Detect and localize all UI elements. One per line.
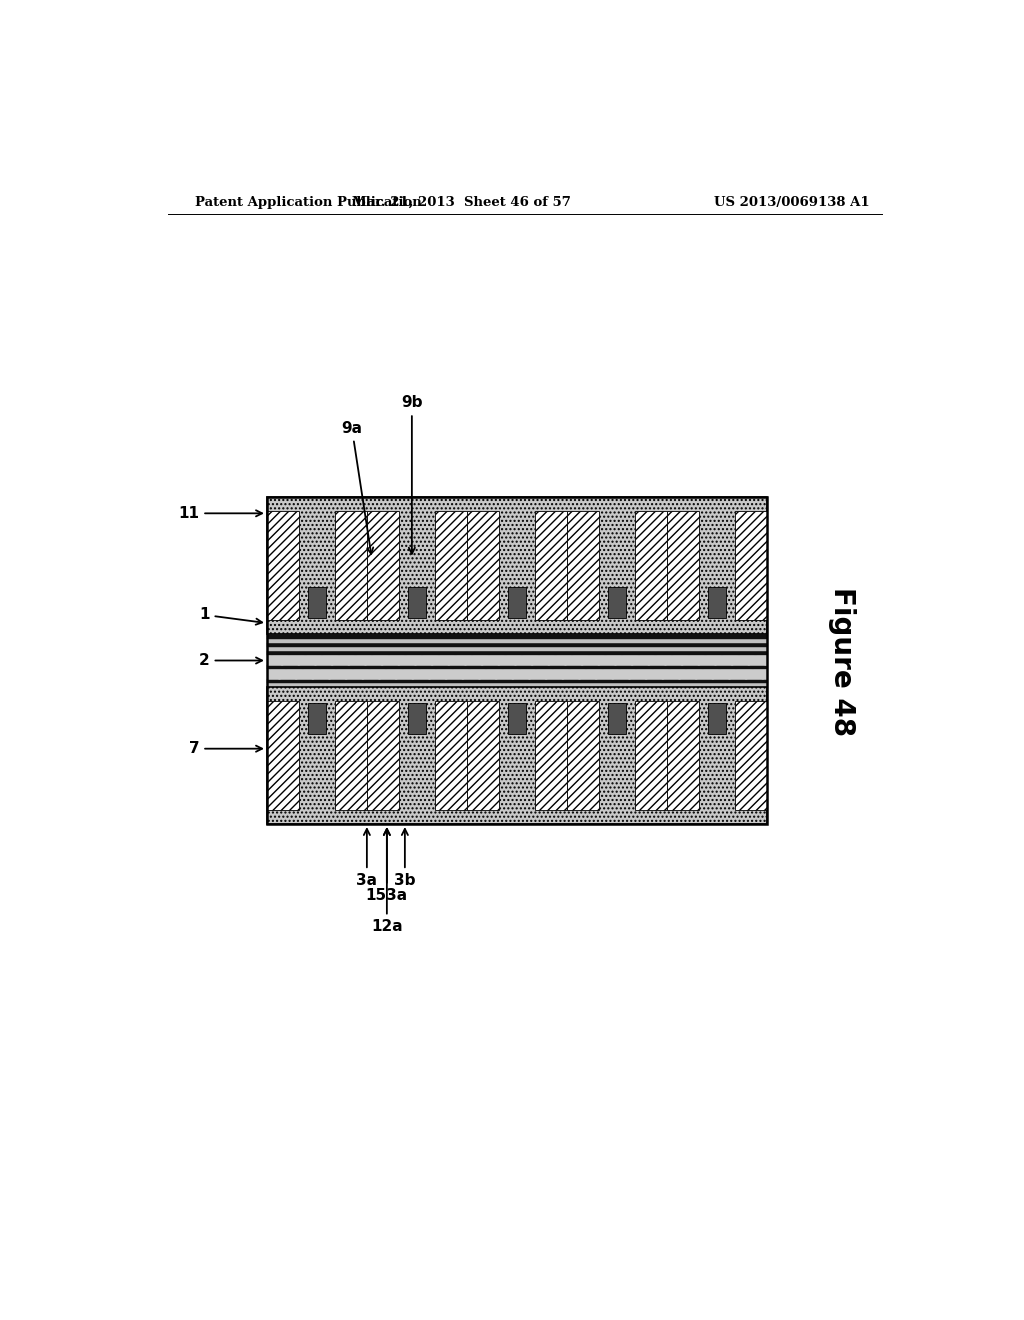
Text: 3b: 3b <box>394 829 416 888</box>
Bar <box>567 511 599 620</box>
Bar <box>267 684 767 686</box>
Text: US 2013/0069138 A1: US 2013/0069138 A1 <box>715 195 870 209</box>
Bar <box>567 701 599 810</box>
Bar <box>335 701 367 810</box>
Bar <box>735 511 767 620</box>
Text: Figure 48: Figure 48 <box>828 587 856 737</box>
Bar <box>267 656 767 665</box>
Bar <box>667 701 698 810</box>
Bar <box>367 701 399 810</box>
Bar <box>267 678 767 684</box>
Bar <box>267 701 299 810</box>
Bar <box>308 704 326 734</box>
Bar <box>508 704 526 734</box>
Bar <box>635 511 667 620</box>
Bar <box>608 587 626 618</box>
Text: 11: 11 <box>178 506 262 521</box>
Bar <box>608 704 626 734</box>
Bar <box>467 511 499 620</box>
Bar <box>267 639 767 643</box>
Text: 9b: 9b <box>401 396 423 554</box>
Bar <box>435 511 467 620</box>
Bar <box>535 511 567 620</box>
Bar <box>708 587 726 618</box>
Bar <box>267 686 767 824</box>
Bar <box>308 587 326 618</box>
Bar <box>635 701 667 810</box>
Bar <box>467 701 499 810</box>
Text: 3a: 3a <box>356 829 378 888</box>
Bar <box>267 669 767 678</box>
Bar <box>535 701 567 810</box>
Text: 9a: 9a <box>341 421 373 554</box>
Bar <box>408 704 426 734</box>
Bar <box>708 704 726 734</box>
Bar <box>508 587 526 618</box>
Bar <box>267 496 767 634</box>
Bar <box>335 511 367 620</box>
Text: 7: 7 <box>188 741 262 756</box>
Text: Patent Application Publication: Patent Application Publication <box>196 195 422 209</box>
Bar <box>435 701 467 810</box>
Bar <box>408 587 426 618</box>
Bar <box>267 665 767 669</box>
Bar <box>367 511 399 620</box>
Text: 2: 2 <box>199 653 262 668</box>
Bar <box>267 647 767 651</box>
Text: Mar. 21, 2013  Sheet 46 of 57: Mar. 21, 2013 Sheet 46 of 57 <box>352 195 570 209</box>
Bar <box>267 651 767 656</box>
Bar <box>735 701 767 810</box>
Bar <box>667 511 698 620</box>
Bar <box>267 511 299 620</box>
Bar <box>267 634 767 639</box>
Bar <box>267 496 767 824</box>
Text: 153a: 153a <box>366 829 408 903</box>
Text: 12a: 12a <box>371 829 402 935</box>
Text: 1: 1 <box>200 607 262 624</box>
Bar <box>267 643 767 647</box>
